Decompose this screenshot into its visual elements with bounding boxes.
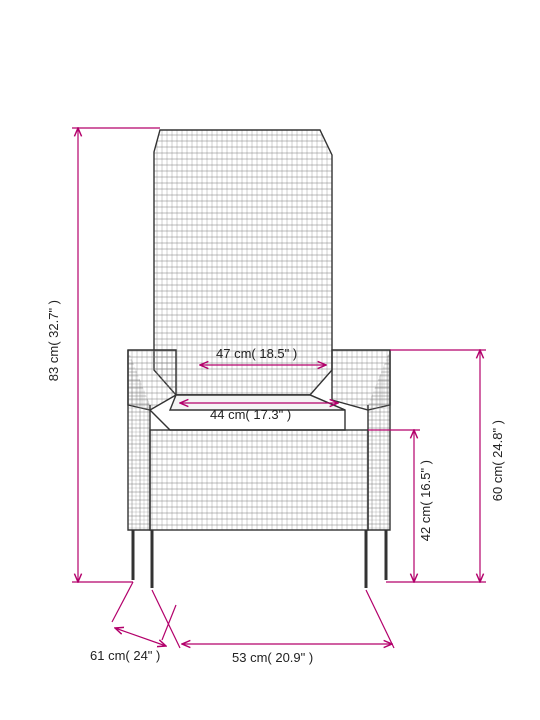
label-seat-width: 44 cm( 17.3" ) bbox=[210, 407, 291, 422]
chair-dimension-diagram: { "diagram": { "type": "technical-drawin… bbox=[0, 0, 540, 720]
label-seat-depth: 47 cm( 18.5" ) bbox=[216, 346, 297, 361]
label-arm-height: 60 cm( 24.8" ) bbox=[490, 420, 505, 501]
label-seat-height: 42 cm( 16.5" ) bbox=[418, 460, 433, 541]
label-total-height: 83 cm( 32.7" ) bbox=[46, 300, 61, 381]
label-depth: 61 cm( 24" ) bbox=[90, 648, 160, 663]
label-width: 53 cm( 20.9" ) bbox=[232, 650, 313, 665]
